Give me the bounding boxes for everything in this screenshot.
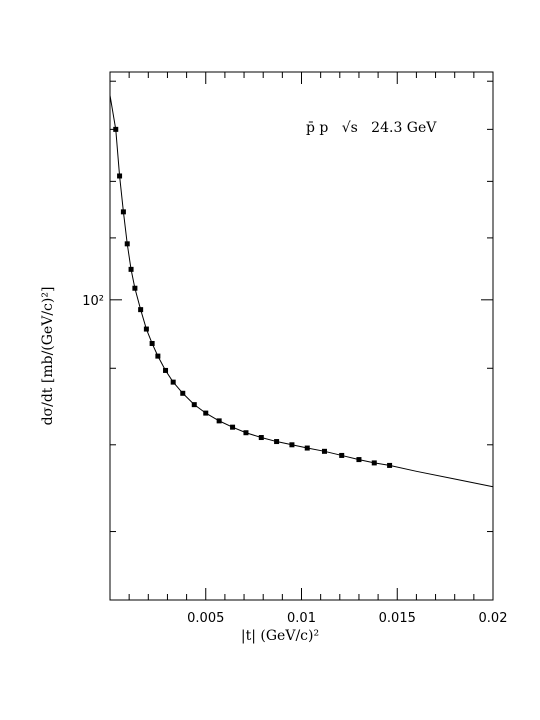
- fit-curve: [109, 95, 494, 488]
- data-point: [143, 326, 149, 332]
- data-point: [203, 410, 209, 416]
- data-point: [124, 241, 130, 247]
- x-axis-label: |t| (GeV/c)²: [241, 628, 319, 644]
- data-point: [274, 439, 280, 445]
- data-point: [117, 173, 123, 179]
- data-point: [371, 460, 377, 466]
- data-point: [216, 418, 222, 424]
- data-point: [258, 435, 264, 441]
- x-tick-label: 0.005: [187, 611, 224, 626]
- y-tick-label: 10²: [82, 294, 104, 309]
- data-point: [132, 285, 138, 291]
- data-point: [180, 390, 186, 396]
- x-tick-label: 0.015: [379, 611, 416, 626]
- data-point: [128, 266, 134, 272]
- data-point: [149, 340, 155, 346]
- data-point: [191, 402, 197, 408]
- data-point: [356, 457, 362, 463]
- data-point: [304, 445, 310, 451]
- x-tick-label: 0.02: [479, 611, 508, 626]
- annotation-text: p̄ p √s 24.3 GeV: [306, 120, 437, 136]
- axis-ticks: [110, 72, 493, 600]
- data-point: [243, 430, 249, 436]
- data-point: [289, 442, 295, 448]
- data-point: [120, 209, 126, 215]
- data-point: [170, 379, 176, 385]
- data-point: [155, 353, 161, 359]
- data-point: [138, 307, 144, 313]
- data-point: [321, 448, 327, 454]
- data-points: [113, 126, 393, 468]
- plot-frame: [109, 71, 494, 601]
- data-point: [113, 126, 119, 132]
- data-point: [163, 367, 169, 373]
- data-point: [387, 462, 393, 468]
- y-tick-labels: 10²: [82, 294, 104, 309]
- data-point: [339, 452, 345, 458]
- data-point: [230, 424, 236, 430]
- x-tick-labels: 0.005 0.01 0.015 0.02: [187, 611, 507, 626]
- y-axis-label: dσ/dt [mb/(GeV/c)²]: [40, 287, 56, 426]
- x-tick-label: 0.01: [287, 611, 316, 626]
